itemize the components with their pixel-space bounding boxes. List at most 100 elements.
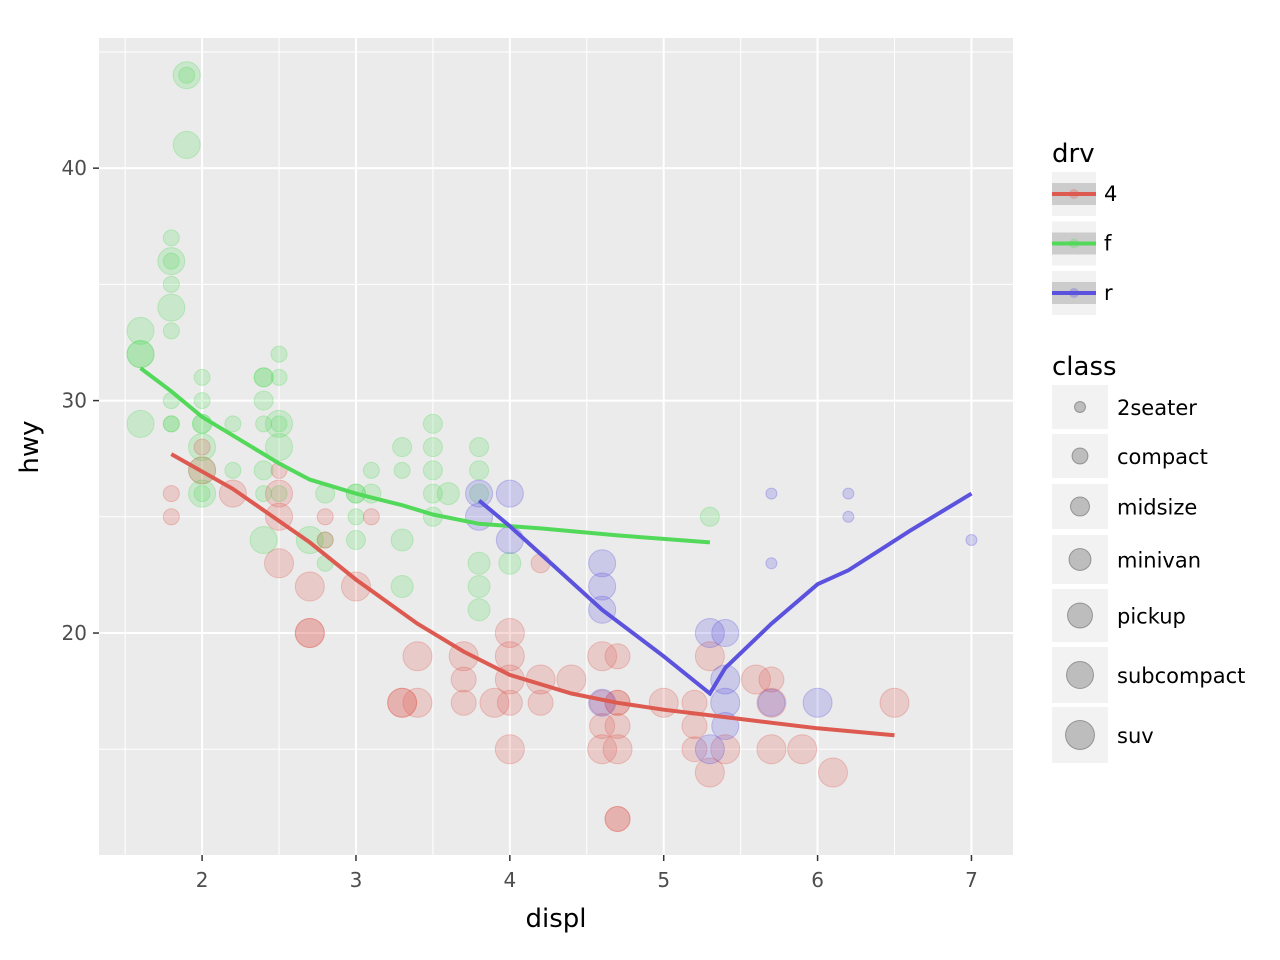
data-point bbox=[422, 483, 443, 504]
data-point bbox=[390, 528, 414, 552]
legend-label-subcompact: subcompact bbox=[1117, 664, 1245, 688]
smooth-line-f bbox=[139, 366, 711, 545]
data-point bbox=[294, 571, 325, 602]
legend-title-drv: drv bbox=[1052, 139, 1095, 169]
data-point bbox=[188, 479, 217, 508]
legend-title-class: class bbox=[1052, 352, 1117, 382]
data-point bbox=[465, 479, 494, 508]
data-point bbox=[588, 572, 617, 601]
data-point bbox=[756, 734, 787, 765]
data-point bbox=[422, 460, 443, 481]
data-point bbox=[587, 641, 618, 672]
data-point bbox=[126, 409, 155, 438]
gridlines bbox=[99, 38, 1013, 855]
data-point bbox=[387, 687, 418, 718]
data-point bbox=[479, 687, 510, 718]
data-point bbox=[162, 485, 180, 503]
data-point bbox=[347, 508, 365, 526]
data-point bbox=[694, 734, 725, 765]
x-tick-label: 3 bbox=[350, 868, 363, 892]
legend-label-midsize: midsize bbox=[1117, 496, 1197, 520]
data-point bbox=[340, 571, 371, 602]
smooth-lines-layer bbox=[139, 366, 973, 738]
data-point bbox=[842, 510, 855, 523]
data-point bbox=[694, 641, 725, 672]
data-point bbox=[270, 415, 288, 433]
x-tick-label: 7 bbox=[965, 868, 978, 892]
data-point bbox=[172, 61, 201, 90]
data-point bbox=[162, 415, 180, 433]
data-point bbox=[741, 664, 772, 695]
x-tick-label: 5 bbox=[657, 868, 670, 892]
legend-label-compact: compact bbox=[1117, 445, 1208, 469]
legend-label-2seater: 2seater bbox=[1117, 396, 1197, 420]
data-point bbox=[587, 734, 618, 765]
data-point bbox=[162, 415, 180, 433]
data-point bbox=[270, 485, 288, 503]
data-point bbox=[604, 805, 631, 832]
data-point bbox=[316, 508, 334, 526]
legend-label-r: r bbox=[1104, 281, 1113, 305]
data-point bbox=[264, 548, 295, 579]
data-point bbox=[711, 619, 740, 648]
data-point bbox=[436, 482, 460, 506]
data-point bbox=[699, 506, 720, 527]
data-point bbox=[224, 461, 242, 479]
data-point bbox=[390, 575, 414, 599]
data-point bbox=[270, 368, 288, 386]
data-point bbox=[450, 666, 477, 693]
data-point bbox=[265, 433, 294, 462]
y-tick-label: 20 bbox=[62, 621, 87, 645]
y-axis-label: hwy bbox=[15, 420, 45, 473]
y-tick-label: 40 bbox=[62, 156, 87, 180]
data-point bbox=[588, 549, 617, 578]
data-point bbox=[126, 340, 155, 369]
data-point bbox=[362, 461, 380, 479]
legend-key-size bbox=[1066, 661, 1094, 689]
data-point bbox=[162, 508, 180, 526]
data-point bbox=[494, 641, 525, 672]
legend-label-pickup: pickup bbox=[1117, 605, 1186, 629]
legend-key-bg bbox=[1052, 385, 1108, 429]
legend-label-suv: suv bbox=[1117, 724, 1154, 748]
data-point bbox=[965, 534, 978, 547]
data-point bbox=[253, 367, 274, 388]
data-point bbox=[604, 643, 631, 670]
smooth-line-r bbox=[477, 491, 973, 697]
data-point bbox=[162, 252, 180, 270]
legend-key-size bbox=[1067, 602, 1093, 629]
data-point bbox=[393, 461, 411, 479]
points-layer bbox=[126, 61, 978, 832]
legend-label-4: 4 bbox=[1104, 182, 1117, 206]
data-point bbox=[469, 437, 490, 458]
axes: 2 3 4 5 6 7 20 30 40 bbox=[62, 156, 978, 892]
data-point bbox=[494, 618, 525, 649]
legend-key-bg bbox=[1052, 707, 1108, 763]
legend-key-bg bbox=[1052, 484, 1108, 529]
data-point bbox=[157, 247, 186, 276]
data-point bbox=[188, 433, 217, 462]
legend-key-size bbox=[1071, 447, 1089, 465]
data-point bbox=[224, 415, 242, 433]
data-point bbox=[193, 392, 211, 410]
data-point bbox=[496, 689, 523, 716]
data-point bbox=[126, 316, 155, 345]
legend-key-size bbox=[1065, 720, 1095, 750]
data-point bbox=[694, 618, 725, 649]
x-tick-label: 6 bbox=[811, 868, 824, 892]
data-point bbox=[402, 687, 433, 718]
data-point bbox=[193, 368, 211, 386]
legend-key-size bbox=[1070, 496, 1090, 517]
data-point bbox=[602, 734, 633, 765]
data-point bbox=[681, 736, 708, 763]
data-point bbox=[162, 275, 180, 293]
data-point bbox=[765, 487, 778, 500]
data-point bbox=[193, 438, 211, 456]
data-point bbox=[694, 757, 725, 788]
legend-key-size bbox=[1068, 548, 1092, 571]
data-point bbox=[681, 713, 708, 739]
data-point bbox=[178, 66, 196, 84]
data-point bbox=[249, 526, 278, 555]
data-point bbox=[498, 551, 522, 575]
